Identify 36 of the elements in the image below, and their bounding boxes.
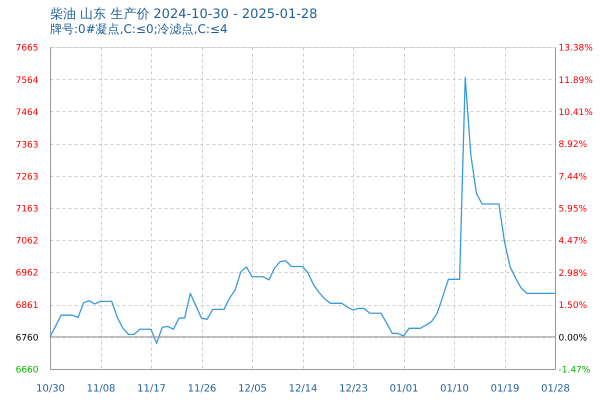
y-tick-label: 6861: [16, 301, 38, 312]
y2-tick-label: 8.92%: [558, 140, 588, 150]
x-tick-label: 01/10: [440, 384, 469, 394]
chart-title: 柴油 山东 生产价 2024-10-30 - 2025-01-28: [50, 7, 318, 22]
y2-tick-label: 0.00%: [558, 334, 588, 344]
y-tick-label: 7263: [16, 172, 38, 182]
x-tick-label: 01/19: [490, 384, 520, 394]
y2-tick-label: -1.47%: [558, 366, 591, 376]
y-tick-label: 6760: [16, 333, 39, 344]
y2-tick-label: 5.95%: [558, 204, 588, 215]
y2-tick-label: 13.38%: [558, 44, 594, 54]
y2-tick-label: 10.41%: [558, 108, 594, 118]
x-tick-label: 01/28: [541, 384, 570, 394]
x-tick-label: 12/14: [288, 384, 318, 394]
x-tick-label: 11/08: [86, 384, 116, 394]
chart-subtitle: 牌号:0#凝点,C:≤0;冷滤点,C:≤4: [50, 22, 228, 36]
y2-tick-label: 1.50%: [558, 301, 588, 312]
line-series: [49, 76, 556, 344]
y-tick-label: 7363: [16, 140, 38, 150]
x-tick-label: 11/26: [188, 384, 216, 394]
y-tick-label: 7163: [16, 204, 38, 214]
y-tick-label: 6660: [16, 366, 39, 376]
y-tick-label: 7665: [16, 44, 38, 54]
y-tick-label: 6962: [16, 268, 38, 279]
x-tick-label: 12/05: [238, 384, 267, 394]
y2-tick-label: 7.44%: [558, 172, 588, 182]
x-tick-label: 11/17: [137, 384, 166, 394]
y-tick-label: 7564: [16, 76, 39, 86]
x-tick-label: 12/23: [339, 384, 368, 394]
x-tick-label: 01/01: [390, 384, 418, 394]
x-tick-label: 10/30: [36, 384, 65, 394]
y2-tick-label: 11.89%: [558, 76, 594, 86]
y-tick-label: 7464: [16, 108, 39, 118]
y2-tick-label: 4.47%: [558, 236, 588, 247]
y2-tick-label: 2.98%: [558, 269, 588, 280]
y-tick-label: 7062: [16, 236, 38, 247]
